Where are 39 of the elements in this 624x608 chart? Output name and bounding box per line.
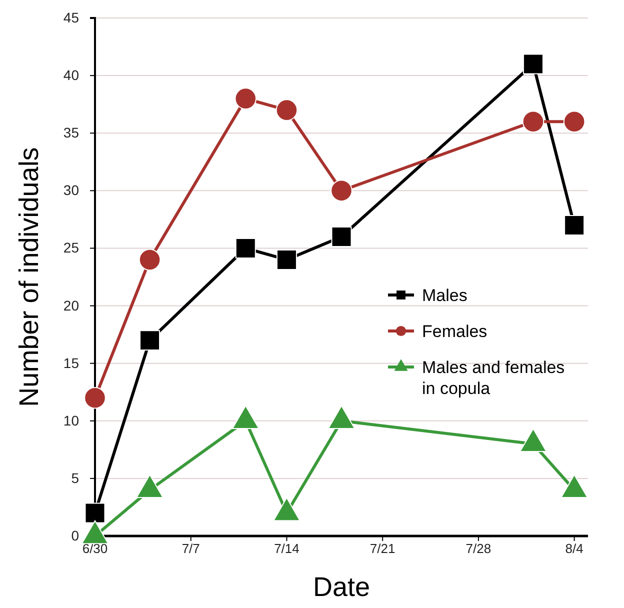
x-tick-label: 8/4 [565, 541, 584, 556]
point [234, 88, 257, 110]
x-tick-label: 7/14 [274, 541, 300, 556]
point [328, 405, 356, 429]
point [520, 428, 547, 452]
legend-label: Females [422, 322, 488, 341]
y-tick-label: 10 [63, 412, 80, 428]
point [560, 474, 588, 498]
y-tick-label: 15 [63, 354, 80, 371]
point [81, 520, 109, 544]
x-axis-title: Date [312, 572, 370, 602]
point [564, 214, 585, 236]
point [331, 226, 352, 247]
point [138, 248, 161, 271]
legend-label: Males and females in copula [422, 358, 565, 398]
x-tick-label: 7/28 [466, 541, 492, 556]
legend-label: Males [422, 286, 468, 305]
point [522, 110, 544, 132]
point [276, 249, 297, 270]
x-tick-label: 7/7 [182, 541, 200, 556]
y-tick-label: 40 [63, 67, 80, 84]
point [273, 497, 300, 522]
y-tick-label: 45 [63, 9, 80, 26]
point [235, 238, 256, 258]
y-tick-label: 20 [63, 297, 80, 314]
y-tick-label: 35 [63, 124, 80, 141]
x-tick-label: 7/21 [370, 541, 396, 556]
point [330, 180, 352, 202]
y-tick-label: 0 [71, 527, 80, 544]
y-axis-title: Number of individuals [14, 147, 44, 407]
point [563, 110, 586, 132]
y-tick-label: 5 [71, 470, 80, 486]
y-tick-label: 30 [63, 182, 80, 198]
x-tick-label: 6/30 [82, 541, 108, 556]
point [522, 54, 544, 74]
point [276, 99, 298, 121]
point [136, 474, 164, 498]
point [232, 405, 260, 429]
y-tick-label: 25 [63, 240, 80, 256]
